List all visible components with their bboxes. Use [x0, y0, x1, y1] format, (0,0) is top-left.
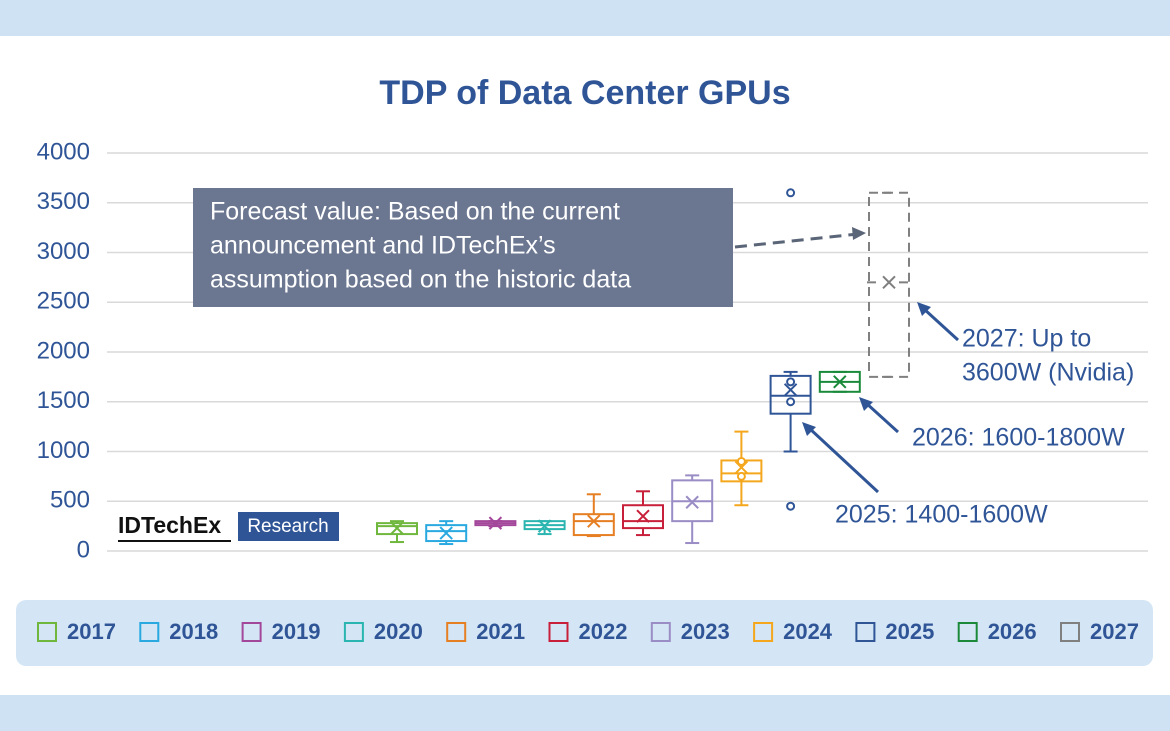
outlier — [786, 377, 796, 387]
legend-label: 2021 — [476, 619, 525, 644]
arrow-head — [859, 397, 873, 411]
outlier — [786, 188, 796, 198]
mean-marker — [537, 519, 552, 533]
logo-tag: Research — [247, 516, 328, 537]
outlier — [736, 471, 746, 481]
legend-label: 2022 — [579, 619, 628, 644]
outlier — [736, 456, 746, 466]
legend-label: 2027 — [1090, 619, 1139, 644]
forecast-text: assumption based on the historic data — [210, 266, 631, 294]
y-tick-label: 500 — [50, 487, 90, 514]
y-tick-label: 1500 — [37, 387, 90, 414]
box — [868, 191, 910, 378]
forecast-text: Forecast value: Based on the current — [210, 198, 620, 226]
legend-swatch — [957, 622, 978, 642]
y-tick-label: 3500 — [37, 188, 90, 215]
logo-brand: IDTechEx — [118, 512, 221, 538]
y-tick-label: 2000 — [37, 337, 90, 364]
bottom-band — [0, 695, 1170, 731]
annotation: 2026: 1600-1800W — [912, 424, 1125, 452]
legend-swatch — [650, 622, 671, 642]
legend-label: 2023 — [681, 619, 730, 644]
legend-label: 2018 — [169, 619, 218, 644]
grid: 0 500 1000 1500 2000 2500 3000 3500 4000 — [37, 138, 1148, 563]
box — [376, 522, 418, 536]
arrow-head — [917, 302, 931, 316]
legend-panel — [16, 600, 1153, 666]
top-band — [0, 0, 1170, 36]
forecast-text: announcement and IDTechEx’s — [210, 232, 556, 260]
legend-swatch — [548, 622, 569, 642]
legend-swatch — [37, 622, 57, 642]
y-tick-label: 1000 — [37, 437, 90, 464]
legend-label: 2019 — [272, 619, 321, 644]
mean-marker — [488, 516, 503, 530]
annotation: 2025: 1400-1600W — [835, 501, 1048, 529]
outlier — [786, 501, 796, 511]
legend-swatch — [343, 622, 364, 642]
legend-swatch — [753, 622, 774, 642]
forecast-arrow — [734, 232, 859, 249]
y-tick-label: 0 — [77, 536, 90, 563]
legend-swatch — [446, 622, 467, 642]
outlier — [786, 397, 796, 407]
legend-label: 2025 — [885, 619, 934, 644]
arrow-head — [852, 227, 866, 240]
mean-marker — [783, 383, 798, 397]
annotation: 2027: Up to — [962, 325, 1091, 353]
mean-marker — [636, 509, 650, 523]
legend: 2017 2018 2019 2020 2021 2022 2023 2024 2025 2026… — [37, 619, 1139, 644]
logo-box — [238, 512, 339, 541]
mean-marker — [439, 526, 453, 540]
arrow-2027 — [922, 307, 960, 342]
arrow-2025 — [807, 426, 880, 494]
y-tick-label: 3000 — [37, 238, 90, 265]
box — [622, 504, 664, 530]
legend-label: 2026 — [988, 619, 1037, 644]
legend-swatch — [855, 622, 876, 642]
mean-marker — [833, 375, 847, 389]
legend-swatch — [1060, 622, 1080, 642]
mean-marker — [587, 514, 601, 528]
arrow-2026 — [864, 401, 900, 434]
forecast-box — [193, 188, 733, 307]
mean-marker — [685, 495, 699, 509]
legend-label: 2024 — [783, 619, 833, 644]
y-tick-label: 2500 — [37, 288, 90, 315]
marks — [376, 188, 911, 546]
box — [425, 524, 468, 543]
y-tick-label: 4000 — [37, 138, 90, 165]
mean-marker — [882, 275, 896, 290]
legend-swatch — [241, 622, 262, 642]
chart-title: TDP of Data Center GPUs — [379, 74, 790, 112]
annotation: 3600W (Nvidia) — [962, 359, 1134, 387]
box — [572, 513, 615, 537]
legend-label: 2017 — [67, 619, 116, 644]
arrow-head — [802, 422, 816, 436]
legend-label: 2020 — [374, 619, 423, 644]
mean-marker — [390, 521, 404, 535]
legend-swatch — [139, 622, 160, 642]
